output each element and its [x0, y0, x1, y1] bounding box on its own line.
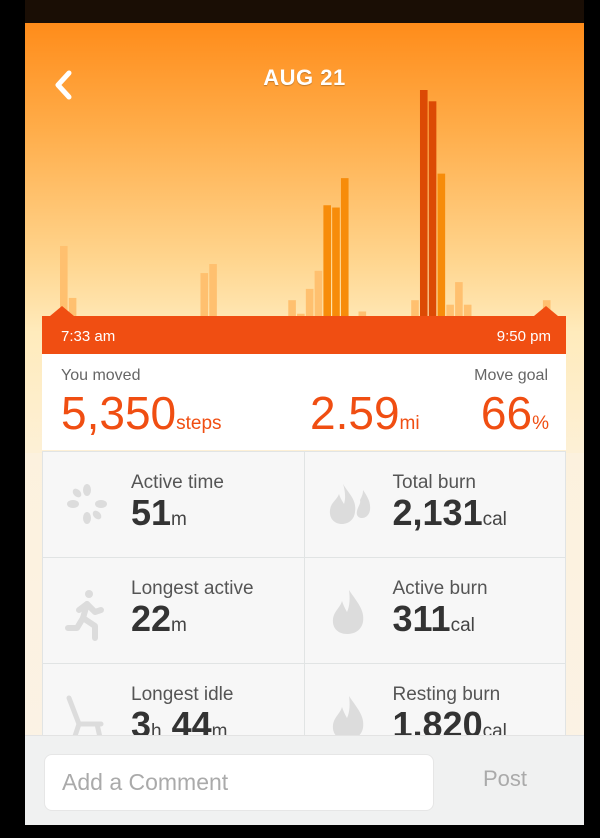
value-number: 311	[392, 598, 451, 639]
goal-unit: %	[532, 413, 549, 434]
value-unit: m	[171, 509, 187, 530]
summary-card: 7:33 am 9:50 pm You moved Move goal 5,35…	[42, 316, 566, 769]
value-unit: h	[151, 721, 162, 742]
activity-bar	[332, 207, 340, 316]
stat-value: 51m	[131, 492, 187, 534]
move-goal-label: Move goal	[474, 367, 548, 384]
activity-bar	[463, 304, 472, 316]
activity-bar	[419, 90, 428, 316]
status-bar	[25, 0, 584, 23]
activity-bar	[411, 300, 419, 316]
value-unit: m	[171, 615, 187, 636]
stat-active-time[interactable]: Active time 51m	[43, 452, 304, 557]
activity-bar	[428, 101, 437, 316]
page-title: AUG 21	[263, 65, 346, 90]
activity-bar	[446, 304, 454, 316]
stat-longest-active[interactable]: Longest active 22m	[43, 558, 304, 663]
screen: AUG 21 7:33 am 9:50 pm You moved Move go…	[25, 0, 584, 825]
post-button[interactable]: Post	[483, 766, 528, 791]
steps-number: 5,350	[61, 387, 177, 439]
flame-icon	[332, 696, 363, 740]
activity-bar	[305, 288, 314, 316]
chevron-left-icon[interactable]	[49, 67, 79, 103]
stat-label: Longest idle	[131, 684, 234, 705]
value-unit: cal	[482, 509, 507, 530]
end-marker[interactable]	[527, 306, 565, 318]
stat-active-burn[interactable]: Active burn 311cal	[304, 558, 565, 663]
you-moved-label: You moved	[61, 367, 141, 384]
runner-icon	[65, 590, 104, 641]
double-flame-icon	[329, 484, 370, 524]
flame-icon	[332, 590, 363, 634]
comment-input[interactable]	[44, 754, 434, 811]
stat-value: 2,131cal	[393, 492, 507, 534]
active-burst-icon	[67, 484, 107, 524]
stat-label: Total burn	[392, 472, 476, 493]
activity-bar	[437, 173, 446, 316]
activity-bar	[314, 270, 323, 316]
activity-bar	[297, 313, 305, 316]
distance-number: 2.59	[310, 387, 400, 439]
time-range-bar: 7:33 am 9:50 pm	[42, 316, 566, 354]
activity-bar	[68, 297, 77, 316]
activity-bar	[358, 311, 367, 316]
move-summary: You moved Move goal 5,350steps 2.59mi 66…	[42, 354, 566, 450]
stat-label: Active time	[131, 472, 224, 493]
value-number: 22	[131, 598, 172, 639]
activity-bar	[209, 264, 217, 316]
stat-value: 311cal	[393, 598, 475, 640]
activity-bar	[455, 282, 463, 316]
activity-bar	[323, 205, 331, 316]
stat-total-burn[interactable]: Total burn 2,131cal	[304, 452, 565, 557]
activity-bar	[200, 273, 209, 316]
value-unit: cal	[450, 615, 475, 636]
goal-number: 66	[480, 387, 533, 439]
start-time: 7:33 am	[61, 328, 116, 345]
distance-value: 2.59mi	[310, 386, 420, 440]
activity-bar	[340, 178, 349, 316]
stat-label: Active burn	[392, 578, 488, 599]
start-marker[interactable]	[43, 306, 81, 318]
value-number: 2,131	[392, 492, 483, 533]
value-number: 3	[131, 704, 152, 745]
steps-value: 5,350steps	[61, 386, 222, 440]
activity-bar	[60, 245, 68, 316]
goal-value: 66%	[481, 386, 549, 440]
steps-unit: steps	[176, 413, 222, 434]
value-number: 51	[131, 492, 172, 533]
stats-grid: Active time 51m Total burn 2,131cal Long…	[42, 451, 566, 769]
activity-bar	[288, 300, 296, 316]
activity-chart	[43, 90, 565, 318]
distance-unit: mi	[399, 413, 420, 434]
comment-bar: Post	[25, 735, 584, 825]
stat-label: Resting burn	[392, 684, 501, 705]
stat-value: 22m	[131, 598, 187, 640]
stat-label: Longest active	[131, 578, 254, 599]
end-time: 9:50 pm	[496, 328, 551, 345]
